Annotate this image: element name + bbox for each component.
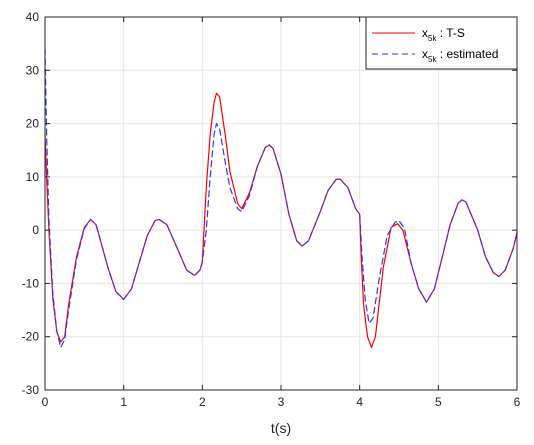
x-tick-label: 6 — [514, 395, 521, 409]
legend-text-ts: x5k : T-S — [422, 26, 465, 43]
legend-box — [365, 16, 518, 70]
legend-text-estimated: x5k : estimated — [422, 47, 498, 64]
x-tick-label: 2 — [199, 395, 206, 409]
x-tick-label: 5 — [435, 395, 442, 409]
axis-ticks: 0 1 2 3 4 5 6 -30 -20 -10 0 10 20 30 40 — [22, 10, 521, 409]
y-tick-label: 10 — [26, 170, 40, 184]
series-line-estimated — [44, 48, 518, 348]
x-tick-label: 0 — [42, 395, 49, 409]
y-tick-label: -30 — [22, 383, 40, 397]
y-tick-label: 40 — [26, 10, 40, 24]
y-tick-label: 0 — [32, 223, 39, 237]
series-layer — [44, 48, 518, 348]
y-tick-label: -20 — [22, 330, 40, 344]
y-tick-label: -10 — [22, 276, 40, 290]
y-tick-label: 30 — [26, 63, 40, 77]
x-axis-label: t(s) — [271, 420, 291, 436]
x-tick-label: 4 — [356, 395, 363, 409]
x-tick-label: 1 — [120, 395, 127, 409]
y-tick-label: 20 — [26, 117, 40, 131]
legend: x5k : T-S x5k : estimated — [365, 16, 518, 70]
x-tick-label: 3 — [278, 395, 285, 409]
